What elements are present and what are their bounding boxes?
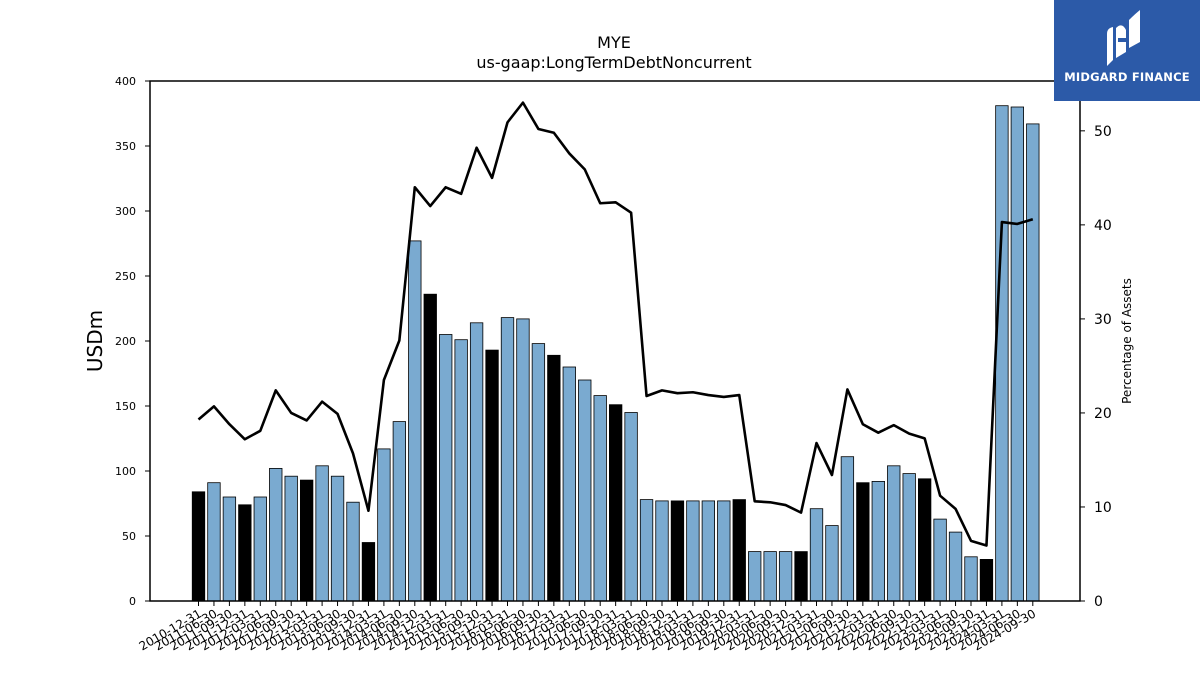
y-axis-right: 0 10 20 30 40 50 (1080, 124, 1112, 610)
y2-axis-label: Percentage of Assets (1120, 278, 1134, 404)
bar (547, 354, 561, 602)
bar (593, 395, 607, 602)
y-tick-label: 250 (115, 270, 136, 283)
bar (222, 496, 237, 602)
bar-series (191, 105, 1040, 602)
bar (516, 318, 530, 602)
bar (902, 473, 916, 602)
logo-mark-icon (1107, 10, 1140, 66)
y2-tick-label: 40 (1094, 218, 1112, 234)
bar (655, 500, 669, 602)
bar (686, 500, 700, 602)
bar (809, 508, 824, 602)
bar (500, 317, 515, 602)
x-axis: 2010-12-312011-06-302011-09-302011-12-31… (137, 601, 1038, 653)
bar (408, 240, 422, 602)
bar (964, 556, 978, 602)
y2-tick-label: 20 (1094, 406, 1112, 422)
bar (948, 531, 963, 602)
bar (609, 404, 623, 602)
bar (732, 499, 746, 602)
y-tick-label: 150 (115, 400, 136, 413)
bar (361, 542, 376, 602)
y-tick-label: 100 (115, 465, 136, 478)
y-tick-label: 50 (122, 530, 136, 543)
bar (269, 467, 283, 602)
bar (825, 525, 839, 602)
y2-tick-label: 50 (1094, 124, 1112, 140)
bar (253, 496, 267, 602)
bar (840, 456, 855, 602)
bar (392, 421, 407, 602)
bar (979, 559, 994, 602)
y2-tick-label: 30 (1094, 312, 1112, 328)
bar (238, 504, 252, 602)
chart-subtitle: us-gaap:LongTermDebtNoncurrent (476, 53, 751, 72)
bar (639, 499, 654, 602)
y-tick-label: 0 (129, 595, 136, 608)
plot-frame (149, 80, 1081, 602)
bar (624, 412, 638, 602)
bar (191, 491, 206, 602)
bar (207, 482, 221, 602)
y-axis-label: USDm (83, 310, 107, 372)
bar (871, 480, 885, 602)
bar (454, 339, 468, 602)
bar (284, 475, 298, 602)
bar (562, 366, 576, 602)
bar (1026, 123, 1040, 602)
y2-tick-label: 10 (1094, 500, 1112, 516)
bar (377, 448, 391, 602)
bar (887, 465, 901, 602)
bar (1010, 106, 1024, 602)
y-axis-left: 0 50 100 150 200 250 300 350 400 (115, 75, 150, 608)
percentage-of-assets-line (197, 101, 1034, 547)
bar (423, 293, 437, 602)
bar (763, 551, 777, 602)
y-tick-label: 200 (115, 335, 136, 348)
bar (748, 551, 762, 602)
chart-title: MYE (597, 33, 631, 52)
bar (717, 500, 731, 602)
bar (794, 551, 808, 602)
bar (485, 349, 499, 602)
bar (701, 500, 715, 602)
bar (918, 478, 932, 602)
y-tick-label: 300 (115, 205, 136, 218)
bar (299, 479, 314, 602)
bar (315, 465, 329, 602)
brand-name: MIDGARD FINANCE (1064, 70, 1190, 84)
bar (578, 379, 592, 602)
y-tick-label: 400 (115, 75, 136, 88)
bar (995, 105, 1009, 602)
bar (856, 482, 870, 602)
bar (670, 500, 685, 602)
y2-tick-label: 0 (1094, 594, 1103, 610)
bar (933, 518, 947, 602)
bar (330, 475, 345, 602)
bar (469, 322, 484, 602)
bar (439, 334, 453, 602)
bar (531, 343, 546, 602)
bar (346, 501, 360, 602)
y-tick-label: 350 (115, 140, 136, 153)
brand-logo: MIDGARD FINANCE (1054, 0, 1200, 101)
bar (778, 551, 793, 602)
